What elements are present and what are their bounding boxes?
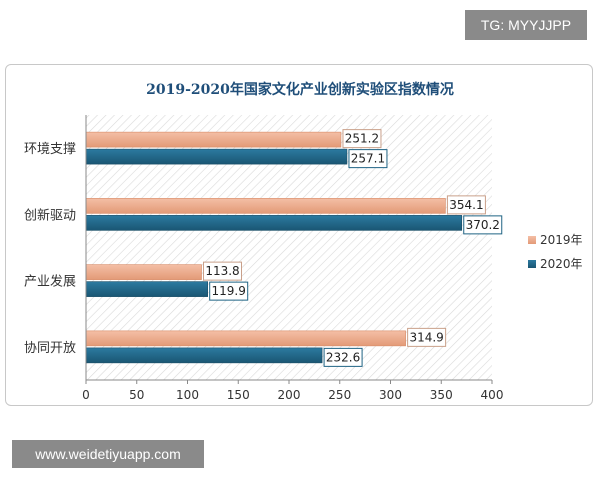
category-label: 环境支撑 (24, 142, 76, 157)
x-tick-label: 250 (328, 388, 351, 402)
x-tick-label: 100 (176, 388, 199, 402)
data-label-box (463, 215, 503, 235)
category-label: 创新驱动 (24, 207, 76, 223)
bar-2019 (85, 330, 406, 347)
bar-2019 (85, 131, 342, 148)
bar-2020 (85, 215, 463, 231)
data-label-box (209, 281, 249, 301)
x-tick-label: 300 (379, 388, 402, 402)
data-label: 257.1 (351, 152, 385, 166)
data-label: 370.2 (466, 218, 500, 232)
bar-2020 (85, 148, 348, 165)
watermark-top: TG: MYYJJPP (465, 10, 587, 40)
x-tick-label: 150 (227, 388, 250, 402)
legend-swatch-2019 (528, 236, 536, 244)
data-label-box (342, 129, 382, 149)
x-tick-label: 400 (481, 388, 504, 402)
data-label: 314.9 (409, 330, 443, 344)
data-label: 113.8 (205, 264, 239, 278)
category-label: 产业发展 (24, 274, 76, 290)
data-label-box (407, 327, 447, 347)
chart-title: 2019-2020年国家文化产业创新实验区指数情况 (146, 81, 454, 98)
watermark-bottom: www.weidetiyuapp.com (12, 440, 204, 468)
bar-2020 (85, 281, 208, 297)
data-label-box (446, 195, 486, 215)
data-label: 354.1 (449, 198, 483, 212)
bar-2019 (85, 264, 202, 280)
legend-label: 2020年 (540, 257, 583, 271)
x-tick-label: 350 (430, 388, 453, 402)
x-tick-label: 50 (129, 388, 144, 402)
bar-2020 (85, 347, 323, 364)
legend-label: 2019年 (540, 233, 583, 247)
data-label: 119.9 (212, 284, 246, 298)
data-label-box (203, 261, 243, 281)
bar-2019 (85, 198, 446, 214)
data-label: 232.6 (326, 350, 360, 364)
data-label-box (348, 149, 388, 169)
x-tick-label: 200 (278, 388, 301, 402)
data-label-box (323, 347, 363, 367)
x-tick-label: 0 (82, 388, 90, 402)
data-label: 251.2 (345, 132, 379, 146)
legend-swatch-2020 (528, 260, 536, 268)
category-label: 协同开放 (24, 341, 76, 356)
